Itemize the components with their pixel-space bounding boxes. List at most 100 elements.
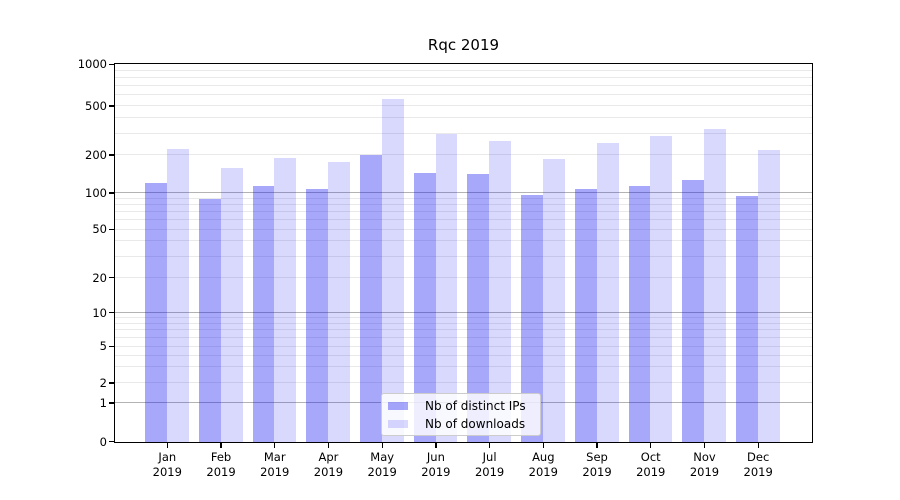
x-tick-mark: [381, 443, 383, 448]
legend-swatch-downloads: [388, 419, 408, 428]
minor-gridline: [115, 276, 812, 278]
major-gridline: [115, 192, 812, 194]
y-tick-label: 500: [85, 99, 107, 113]
x-tick-mark: [166, 443, 168, 448]
x-tick-mark: [488, 443, 491, 448]
x-tick-label: Sep 2019: [582, 450, 612, 479]
minor-gridline: [115, 211, 812, 213]
x-tick-mark: [327, 443, 330, 448]
bar-distinct-ips: [252, 185, 275, 442]
bar-downloads: [220, 168, 243, 442]
legend: Nb of distinct IPs Nb of downloads: [381, 393, 541, 436]
minor-gridline: [115, 345, 812, 347]
y-tick-label: 10: [92, 305, 107, 320]
minor-gridline: [115, 354, 812, 356]
y-tick-mark: [109, 192, 114, 194]
y-tick-label: 100: [85, 186, 107, 201]
x-tick-label: May 2019: [367, 450, 397, 479]
bar-downloads: [704, 129, 726, 442]
legend-label-downloads: Nb of downloads: [425, 416, 526, 431]
x-tick-label: Oct 2019: [636, 450, 666, 479]
x-tick-mark: [435, 443, 437, 448]
y-tick-label: 5: [99, 339, 107, 354]
minor-gridline: [115, 85, 812, 87]
y-tick-mark: [109, 382, 114, 384]
x-tick-label: Jan 2019: [152, 450, 182, 479]
bar-distinct-ips: [467, 174, 490, 442]
minor-gridline: [115, 255, 812, 257]
bar-downloads: [435, 133, 458, 442]
y-tick-mark: [109, 105, 114, 107]
bar-downloads: [757, 150, 780, 442]
x-tick-mark: [220, 443, 222, 448]
minor-gridline: [115, 77, 812, 79]
minor-gridline: [115, 240, 812, 242]
minor-gridline: [115, 94, 812, 96]
y-tick-label: 0: [99, 434, 107, 449]
x-tick-mark: [542, 443, 544, 448]
minor-gridline: [115, 204, 812, 206]
bar-downloads: [167, 149, 189, 442]
y-tick-label: 1: [99, 395, 107, 410]
minor-gridline: [115, 105, 812, 107]
minor-gridline: [115, 322, 812, 324]
minor-gridline: [115, 382, 812, 384]
x-tick-mark: [757, 443, 759, 448]
bar-downloads: [489, 141, 512, 442]
x-tick-label: Aug 2019: [528, 450, 558, 479]
chart-title: Rqc 2019: [427, 36, 500, 54]
y-tick-mark: [109, 228, 114, 231]
bar-distinct-ips: [628, 185, 651, 442]
bar-distinct-ips: [306, 188, 329, 442]
x-tick-label: Jul 2019: [474, 450, 505, 479]
legend-swatch-distinct-ips: [388, 401, 408, 410]
x-tick-mark: [703, 443, 706, 448]
bar-distinct-ips: [145, 183, 167, 442]
x-tick-mark: [650, 443, 652, 448]
legend-row-downloads: Nb of downloads: [388, 417, 534, 431]
y-tick-mark: [109, 63, 114, 65]
y-tick-label: 50: [92, 222, 107, 237]
x-tick-label: Feb 2019: [206, 450, 236, 479]
bar-downloads: [596, 143, 619, 442]
bar-distinct-ips: [521, 195, 543, 442]
bar-downloads: [381, 99, 404, 442]
bar-downloads: [274, 158, 297, 442]
bar-distinct-ips: [198, 198, 221, 442]
minor-gridline: [115, 117, 812, 119]
y-tick-mark: [109, 311, 114, 314]
y-tick-mark: [109, 345, 114, 348]
bar-downloads: [328, 162, 350, 442]
minor-gridline: [115, 219, 812, 221]
minor-gridline: [115, 154, 812, 156]
minor-gridline: [115, 317, 812, 319]
bar-distinct-ips: [736, 196, 758, 442]
y-tick-label: 1000: [77, 57, 107, 72]
minor-gridline: [115, 197, 812, 199]
x-tick-label: Mar 2019: [260, 450, 290, 479]
plot-area: Nb of distinct IPs Nb of downloads: [114, 63, 813, 443]
y-tick-mark: [109, 276, 114, 279]
bar-downloads: [650, 136, 673, 442]
minor-gridline: [115, 228, 812, 230]
minor-gridline: [115, 329, 812, 331]
legend-label-distinct-ips: Nb of distinct IPs: [425, 398, 526, 413]
minor-gridline: [115, 132, 812, 134]
y-tick-label: 2: [99, 376, 107, 391]
major-gridline: [115, 311, 812, 313]
y-tick-mark: [109, 441, 114, 443]
y-tick-mark: [109, 402, 114, 404]
x-tick-label: Jun 2019: [421, 450, 451, 479]
bar-downloads: [543, 158, 565, 442]
x-tick-mark: [596, 443, 598, 448]
y-tick-label: 200: [85, 147, 107, 162]
y-tick-label: 20: [92, 270, 107, 285]
bar-distinct-ips: [413, 172, 436, 442]
bar-distinct-ips: [682, 180, 705, 442]
bar-distinct-ips: [360, 155, 382, 442]
x-tick-label: Apr 2019: [313, 450, 344, 479]
minor-gridline: [115, 366, 812, 368]
bar-distinct-ips: [574, 189, 597, 442]
legend-row-distinct-ips: Nb of distinct IPs: [388, 399, 534, 413]
